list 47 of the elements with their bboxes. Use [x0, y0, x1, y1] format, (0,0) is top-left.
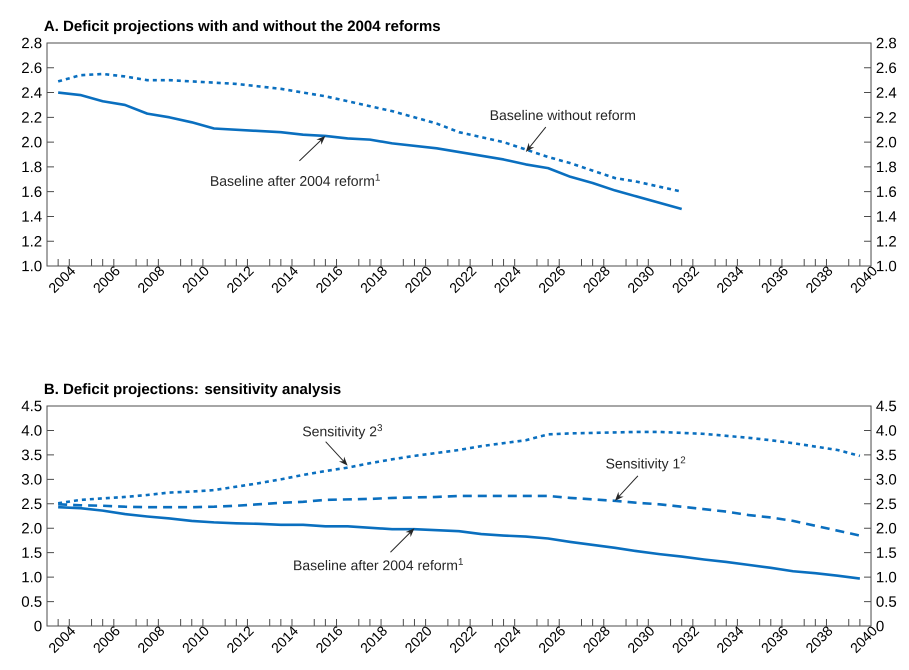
y2-tick-label: 2.6	[876, 62, 896, 74]
annotation: Sensitivity 2$^{3}$	[302, 424, 382, 440]
y-tick-label: 0	[34, 620, 42, 632]
y-tick-label: 2.0	[22, 522, 42, 534]
y2-tick-label: 1.2	[877, 236, 896, 246]
y-tick-label: 4.5	[22, 400, 42, 412]
y2-tick-label: 0	[876, 620, 884, 632]
annotation: Baseline without reform	[490, 110, 636, 120]
y-tick-label: 0.5	[22, 596, 42, 607]
y-tick-label: 4.0	[22, 425, 42, 436]
y2-tick-label: 1.0	[877, 572, 896, 582]
annotation: Sensitivity 1$^{2}$	[606, 456, 686, 472]
y-tick-label: 3.0	[22, 474, 42, 485]
y2-tick-label: 1.5	[877, 547, 896, 558]
y2-tick-label: 4.5	[876, 400, 896, 412]
y-tick-label: 1.6	[22, 186, 42, 197]
y2-tick-label: 1.6	[877, 186, 896, 197]
y-tick-label: 2.0	[22, 136, 42, 148]
y-tick-label: 1.2	[22, 236, 42, 246]
y2-tick-label: 1.0	[877, 260, 896, 272]
y-tick-label: 3.5	[22, 450, 42, 460]
y-tick-label: 2.4	[22, 87, 42, 98]
y2-tick-label: 2.0	[876, 136, 896, 148]
y2-tick-label: 1.4	[877, 211, 896, 222]
y2-tick-label: 2.5	[876, 498, 896, 510]
chart-title: A. Deficit projections with and without the 2004 reforms	[44, 20, 440, 34]
y-tick-label: 1.0	[22, 572, 42, 582]
y2-tick-label: 0.5	[876, 596, 896, 607]
y-tick-label: 1.5	[22, 547, 42, 558]
y-tick-label: 1.4	[22, 211, 42, 222]
y-tick-label: 2.6	[22, 62, 42, 74]
y-tick-label: 2.5	[22, 498, 42, 510]
y2-tick-label: 2.0	[876, 522, 896, 534]
y-tick-label: 2.2	[22, 112, 42, 123]
y-tick-label: 1.0	[22, 260, 42, 272]
y-tick-label: 1.8	[22, 162, 42, 172]
y2-tick-label: 2.8	[876, 38, 896, 48]
y2-tick-label: 3.5	[876, 450, 896, 460]
y-tick-label: 2.8	[22, 38, 42, 48]
chart-title: B. Deficit projections: sensitivity analysis	[44, 383, 341, 398]
annotation: Baseline after 2004 reform$^{1}$	[294, 558, 463, 570]
y2-tick-label: 1.8	[877, 162, 896, 172]
y2-tick-label: 4.0	[876, 425, 896, 436]
y2-tick-label: 3.0	[876, 474, 896, 485]
annotation: Baseline after 2004 reform$^{1}$	[211, 174, 380, 186]
y2-tick-label: 2.4	[876, 87, 896, 98]
y2-tick-label: 2.2	[876, 112, 896, 123]
